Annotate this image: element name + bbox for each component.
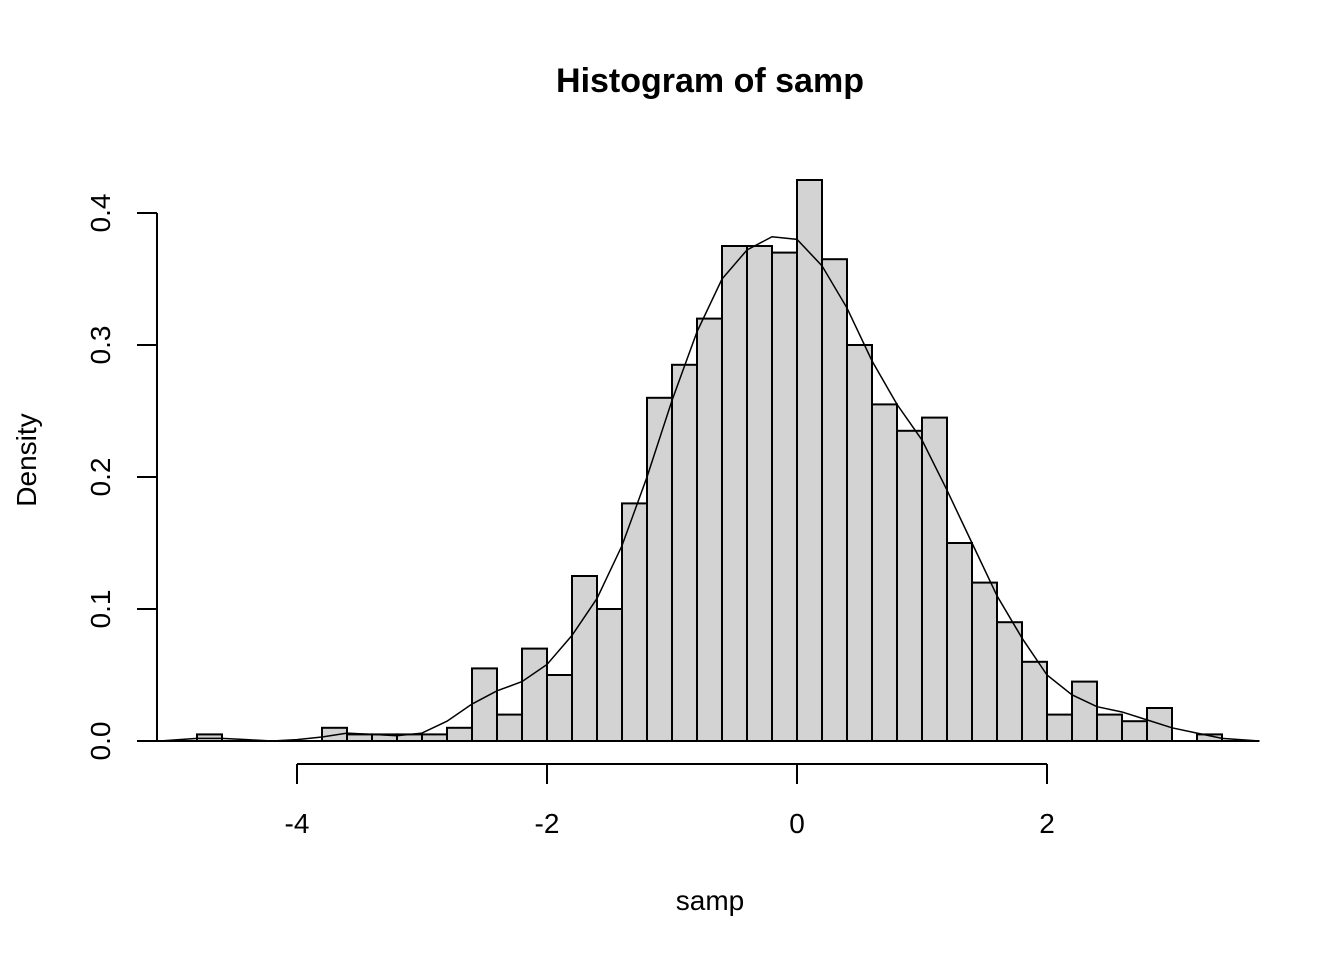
histogram-bar-37: [1121, 720, 1148, 743]
histogram-bar-35: [1071, 680, 1098, 742]
x-tick-label-3: 2: [1039, 808, 1055, 839]
y-tick-label-3: 0.3: [85, 326, 116, 365]
histogram-bar-15: [571, 575, 598, 742]
histogram-bar-28: [896, 429, 923, 742]
histogram-bar-25: [821, 258, 848, 742]
y-tick-label-0: 0.0: [85, 722, 116, 761]
chart-title: Histogram of samp: [556, 62, 864, 100]
histogram-bar-16: [596, 608, 623, 742]
histogram-bar-31: [971, 581, 998, 742]
histogram-bar-17: [621, 502, 648, 742]
histogram-bar-19: [671, 363, 698, 742]
x-axis-label: samp: [676, 885, 744, 916]
histogram-bar-30: [946, 542, 973, 742]
histogram-bar-21: [721, 245, 748, 742]
histogram-bar-33: [1021, 660, 1048, 742]
histogram-bars: [147, 179, 1260, 743]
y-tick-label-1: 0.1: [85, 590, 116, 629]
y-tick-label-2: 0.2: [85, 458, 116, 497]
histogram-bar-18: [646, 396, 673, 742]
histogram-bar-24: [796, 179, 823, 742]
histogram-bar-27: [871, 403, 898, 742]
histogram-bar-20: [696, 317, 723, 742]
histogram-bar-29: [921, 416, 948, 742]
histogram-bar-34: [1046, 713, 1073, 742]
x-axis: -4 -2 0 2: [285, 763, 1055, 839]
x-tick-label-0: -4: [285, 808, 310, 839]
histogram-bar-10: [446, 726, 473, 742]
y-tick-label-4: 0.4: [85, 194, 116, 233]
histogram-bar-13: [521, 647, 548, 742]
histogram-bar-36: [1096, 713, 1123, 742]
histogram-bar-32: [996, 621, 1023, 743]
y-axis: 0.0 0.1 0.2 0.3 0.4: [85, 194, 158, 761]
histogram-bar-23: [771, 251, 798, 742]
histogram-bar-22: [746, 245, 773, 742]
histogram-bar-12: [496, 713, 523, 742]
histogram-bar-14: [546, 674, 573, 742]
histogram-bar-38: [1146, 707, 1173, 742]
x-tick-label-2: 0: [789, 808, 805, 839]
y-axis-label: Density: [11, 413, 42, 506]
histogram-bar-11: [471, 667, 498, 743]
density-curve: [159, 235, 1260, 742]
x-tick-label-1: -2: [535, 808, 560, 839]
histogram-bar-26: [846, 344, 873, 742]
